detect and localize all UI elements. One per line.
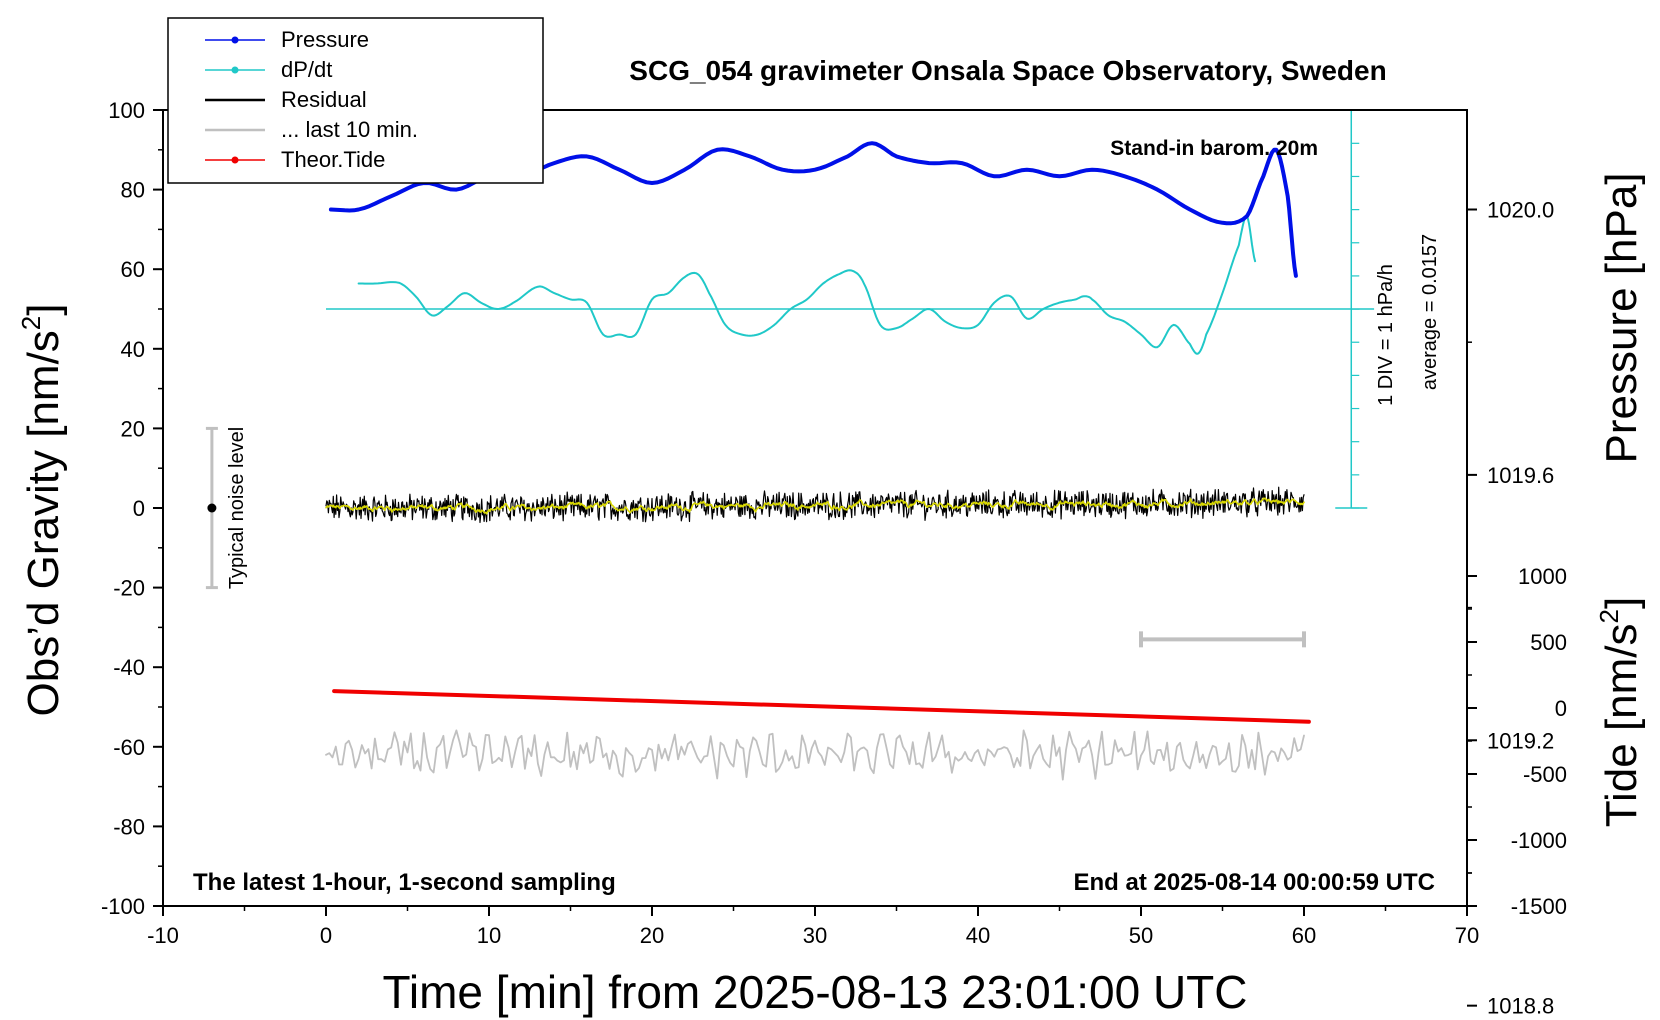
x-tick-label: 50 bbox=[1129, 923, 1153, 948]
x-tick-label: 0 bbox=[320, 923, 332, 948]
x-tick-label: 60 bbox=[1292, 923, 1316, 948]
left-axis-label-main: Obs’d Gravity [nm/s bbox=[19, 330, 68, 716]
tide-axis-label-sup: 2 bbox=[1594, 609, 1624, 623]
div-label: 1 DIV = 1 hPa/h bbox=[1375, 264, 1397, 406]
pressure-tick-label: 1019.2 bbox=[1487, 728, 1554, 753]
left-axis-label-sup: 2 bbox=[16, 316, 46, 330]
y-tick-label: 100 bbox=[108, 98, 145, 123]
y-tick-label: 0 bbox=[133, 496, 145, 521]
x-tick-label: 70 bbox=[1455, 923, 1479, 948]
last10-line bbox=[325, 729, 1305, 781]
tide-tick-label: -500 bbox=[1523, 762, 1567, 787]
tide-tick-label: -1000 bbox=[1511, 828, 1567, 853]
legend-label: Pressure bbox=[281, 27, 369, 52]
tide-tick-label: 1000 bbox=[1518, 564, 1567, 589]
legend: Pressure dP/dt Residual ... last 10 min. The… bbox=[167, 17, 544, 184]
x-tick-label: 20 bbox=[640, 923, 664, 948]
legend-swatch-dot bbox=[231, 36, 239, 44]
x-tick-label: -10 bbox=[147, 923, 179, 948]
x-tick-label: 40 bbox=[966, 923, 990, 948]
pressure-tick-label: 1019.6 bbox=[1487, 463, 1554, 488]
tide-axis-label: Tide [nm/s2] bbox=[1594, 597, 1646, 827]
legend-label: Residual bbox=[281, 87, 367, 112]
axes-layer: -10 0 10 20 30 40 50 60 70100806040200-20-40-60-… bbox=[101, 98, 1567, 1019]
x-axis-label: Time [min] from 2025-08-13 23:01:00 UTC bbox=[383, 966, 1248, 1018]
noise-label: Typical noise level bbox=[226, 427, 248, 589]
x-tick-label: 30 bbox=[803, 923, 827, 948]
pressure-tick-label: 1020.0 bbox=[1487, 198, 1554, 223]
x-tick-label: 10 bbox=[477, 923, 501, 948]
legend-swatch-dot bbox=[231, 156, 239, 164]
legend-label: ... last 10 min. bbox=[281, 117, 418, 142]
tide-tick-label: 0 bbox=[1555, 696, 1567, 721]
legend-label: dP/dt bbox=[281, 57, 332, 82]
chart-title: SCG_054 gravimeter Onsala Space Observat… bbox=[629, 55, 1386, 86]
y-tick-label: -60 bbox=[113, 735, 145, 760]
tide-axis-label-main: Tide [nm/s bbox=[1597, 623, 1646, 827]
dpdt-line bbox=[357, 215, 1257, 355]
bottom-right-note: End at 2025-08-14 00:00:59 UTC bbox=[1074, 869, 1436, 896]
pressure-axis-label: Pressure [hPa] bbox=[1597, 172, 1646, 463]
y-tick-label: 40 bbox=[121, 337, 145, 362]
pressure-tick-label: 1018.8 bbox=[1487, 994, 1554, 1019]
tide-tick-label: 500 bbox=[1530, 630, 1567, 655]
noise-bar-center-dot bbox=[207, 503, 217, 513]
y-tick-label: 80 bbox=[121, 178, 145, 203]
barometer-note: Stand-in barom. 20m bbox=[1110, 137, 1318, 160]
left-axis-label-end: ] bbox=[19, 303, 68, 315]
y-tick-label: 20 bbox=[121, 416, 145, 441]
left-axis-label: Obs’d Gravity [nm/s2] bbox=[16, 303, 68, 716]
tide-axis-label-end: ] bbox=[1597, 597, 1646, 609]
legend-label: Theor.Tide bbox=[281, 147, 385, 172]
y-tick-label: 60 bbox=[121, 257, 145, 282]
bottom-left-note: The latest 1-hour, 1-second sampling bbox=[193, 869, 616, 896]
y-tick-label: -40 bbox=[113, 655, 145, 680]
average-label: average = 0.0157 bbox=[1419, 234, 1441, 390]
legend-swatch-dot bbox=[231, 66, 239, 74]
tide-tick-label: -1500 bbox=[1511, 894, 1567, 919]
tide-line bbox=[332, 689, 1311, 724]
y-tick-label: -20 bbox=[113, 576, 145, 601]
y-tick-label: -100 bbox=[101, 894, 145, 919]
residual-smooth-line bbox=[325, 497, 1305, 515]
y-tick-label: -80 bbox=[113, 814, 145, 839]
